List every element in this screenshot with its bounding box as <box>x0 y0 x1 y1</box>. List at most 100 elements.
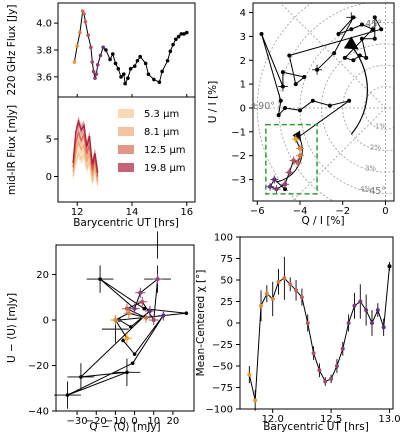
panel-d-xlabel: Barycentric UT [hrs] <box>263 421 369 433</box>
x-tick-label: 12 <box>71 207 84 218</box>
panel-a-bottom-xlabel: Barycentric UT [hrs] <box>73 217 179 229</box>
flux-point <box>123 81 127 86</box>
panel-c-xlabel: Q − ⟨Q⟩ [mJy] <box>89 421 160 433</box>
pol-point <box>283 105 288 110</box>
angle-point <box>369 321 374 325</box>
legend-label: 19.8 μm <box>144 163 186 174</box>
pol-point <box>259 32 264 37</box>
flux-point <box>138 54 142 59</box>
y-tick-label: 4 <box>240 8 246 19</box>
panel-d: 12.0 12.5 13.0 −100 −75 −50 −25 0 25 50 75 100 Mean… <box>195 233 400 433</box>
angle-point <box>358 299 363 304</box>
flux-point <box>179 32 184 36</box>
pol-point <box>372 15 377 20</box>
flux-point <box>128 67 133 71</box>
angle-label-90: ±90° <box>250 101 275 112</box>
flux-point <box>182 32 186 36</box>
angle-point <box>387 264 392 269</box>
flux-point <box>101 45 106 50</box>
y-tick-label: −40 <box>28 407 49 418</box>
highlight-point <box>297 153 303 158</box>
flux-point <box>168 49 173 54</box>
y-tick-label: −2 <box>231 151 246 162</box>
colored-point <box>151 318 156 323</box>
x-tick-label: 0 <box>131 416 137 427</box>
panel-b-xlabel: Q / I [%] <box>301 215 344 227</box>
panel-c-points <box>65 274 189 397</box>
legend-label: 8.1 μm <box>144 127 179 138</box>
x-tick-label: 16 <box>180 207 193 218</box>
pol-point <box>121 338 125 343</box>
x-tick-label: 20 <box>167 416 180 427</box>
flux-point <box>94 72 99 76</box>
flux-point <box>132 64 137 68</box>
pol-point <box>359 36 364 41</box>
y-tick-label: −1 <box>231 127 246 138</box>
flux-point <box>184 30 189 35</box>
flux-point <box>174 37 178 42</box>
colored-point <box>161 313 166 318</box>
legend-swatch <box>118 109 134 118</box>
angle-point <box>270 296 275 301</box>
flux-point <box>82 11 86 16</box>
y-tick-label: −100 <box>206 405 233 416</box>
colored-point <box>155 277 160 282</box>
pol-point <box>280 70 285 75</box>
highlight-point <box>297 146 303 151</box>
angle-point <box>352 303 357 308</box>
pol-point <box>98 277 102 281</box>
panel-a-top: 3.6 3.8 4.0 220 GHz Flux [Jy] <box>6 2 196 98</box>
flux-point <box>165 58 170 63</box>
flux-point <box>104 48 108 52</box>
y-tick-label: 1 <box>240 80 246 91</box>
panel-a-bottom-ylabel: mid-IR Flux [mJy] <box>6 105 18 195</box>
ring-label: 1% <box>375 123 386 131</box>
flux-point <box>95 62 100 67</box>
colored-point <box>124 336 129 341</box>
x-tick-label: 10 <box>147 416 160 427</box>
y-tick-label: 20 <box>36 270 49 281</box>
panel-b: 1% 2% 3% 4% 5% −6 −4 −2 0 −3 −2 −1 0 1 2 3 4 45° ±90° −45… <box>207 2 395 227</box>
pol-point <box>278 98 283 103</box>
y-tick-label: −3 <box>231 175 246 186</box>
flux-series-line <box>72 129 99 177</box>
panel-d-ylabel: Mean-Centered χ [°] <box>195 270 207 377</box>
flux-point <box>111 52 115 56</box>
legend-swatch <box>118 145 134 154</box>
panel-b-ticks: −6 −4 −2 0 −3 −2 −1 0 1 2 3 4 <box>231 8 388 217</box>
pol-point <box>276 113 281 118</box>
legend-swatch <box>118 163 134 172</box>
panel-b-track-line <box>261 16 382 190</box>
angle-point <box>299 295 304 300</box>
y-tick-label: 25 <box>220 297 233 308</box>
colored-point <box>138 290 143 295</box>
angle-point <box>340 346 345 351</box>
y-tick-label: −75 <box>212 383 233 394</box>
panel-c-ylabel: U − ⟨U⟩ [mJy] <box>6 293 18 363</box>
ring-label: 2% <box>370 144 381 152</box>
y-tick-label: 0 <box>43 316 49 327</box>
y-tick-label: 3 <box>240 32 246 43</box>
flux-series-line <box>72 139 99 182</box>
pol-point <box>132 352 137 356</box>
angle-point <box>305 321 310 325</box>
angle-point <box>259 303 264 308</box>
pol-point <box>142 306 146 311</box>
pol-point <box>364 55 369 60</box>
flux-point <box>108 57 112 62</box>
panel-a-bottom-frame <box>57 96 196 203</box>
x-tick-label: 12.5 <box>320 414 342 425</box>
legend-label: 5.3 μm <box>144 109 179 120</box>
angle-point <box>311 351 316 356</box>
panel-b-highlight-box <box>265 123 318 195</box>
highlight-point <box>293 136 298 142</box>
x-tick-label: −30 <box>67 416 88 427</box>
colored-point <box>113 318 118 323</box>
polar-ring <box>342 64 394 152</box>
y-tick-label: 2 <box>240 56 246 67</box>
pol-point <box>349 27 354 32</box>
pol-point <box>372 36 377 41</box>
flux-point <box>90 60 95 64</box>
